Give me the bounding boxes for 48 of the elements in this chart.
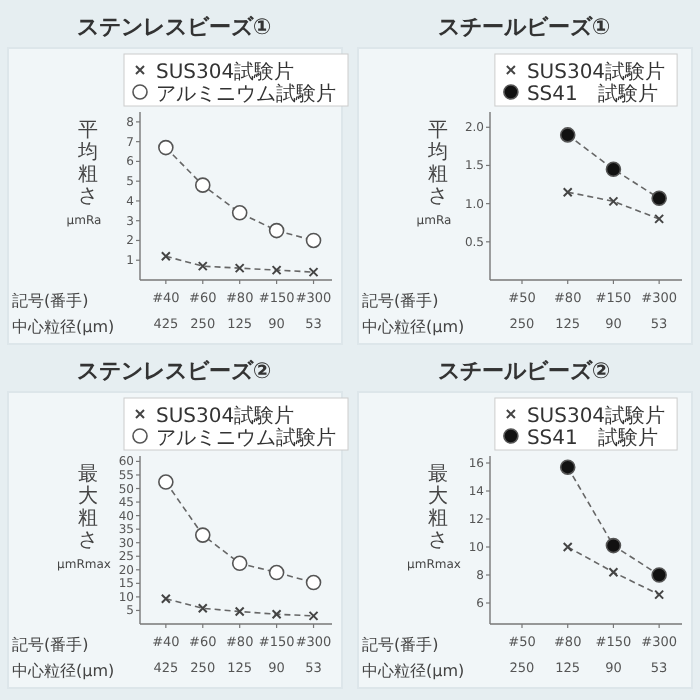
point	[271, 609, 282, 620]
chart-title: ステンレスビーズ②	[76, 358, 272, 384]
legend-label: アルミニウム試験片	[156, 426, 336, 450]
x-axis-title: 記号(番手) 中心粒径(μm)	[362, 636, 465, 680]
point	[651, 190, 667, 207]
point	[234, 263, 245, 274]
point	[268, 222, 285, 239]
point	[160, 593, 171, 604]
legend-label: SUS304試験片	[526, 404, 666, 428]
point	[654, 589, 665, 600]
legend-label: SUS304試験片	[156, 404, 295, 428]
x-axis-title: 記号(番手) 中心粒径(μm)	[12, 636, 115, 680]
chart-title: スチールビーズ①	[437, 14, 611, 40]
point	[654, 213, 665, 224]
point	[158, 474, 174, 490]
legend-label: SS41 試験片	[526, 426, 658, 450]
point	[559, 459, 576, 475]
chart-title: スチールビーズ②	[437, 358, 611, 384]
point	[605, 161, 622, 178]
point	[562, 187, 573, 198]
point	[308, 610, 319, 621]
point	[160, 251, 171, 262]
point	[231, 205, 248, 221]
point	[305, 232, 322, 249]
legend-label: アルミニウム試験片	[156, 82, 336, 106]
point	[158, 139, 174, 156]
point	[231, 555, 248, 572]
point	[271, 265, 282, 276]
legend-label: SUS304試験片	[156, 60, 295, 84]
point	[605, 537, 622, 554]
point	[197, 603, 208, 614]
point	[197, 261, 208, 272]
point	[308, 267, 319, 278]
legend-label: SS41 試験片	[526, 82, 658, 106]
x-axis-title: 記号(番手) 中心粒径(μm)	[12, 292, 115, 336]
point	[268, 564, 285, 581]
point	[194, 527, 211, 543]
point	[559, 127, 576, 143]
x-axis-title: 記号(番手) 中心粒径(μm)	[362, 292, 465, 336]
point	[608, 196, 619, 207]
legend-label: SUS304試験片	[526, 60, 666, 84]
point	[194, 177, 211, 193]
point	[608, 567, 619, 578]
point	[305, 574, 322, 591]
point	[234, 606, 245, 617]
point	[562, 542, 573, 552]
chart-title: ステンレスビーズ①	[76, 14, 272, 40]
point	[651, 567, 667, 583]
